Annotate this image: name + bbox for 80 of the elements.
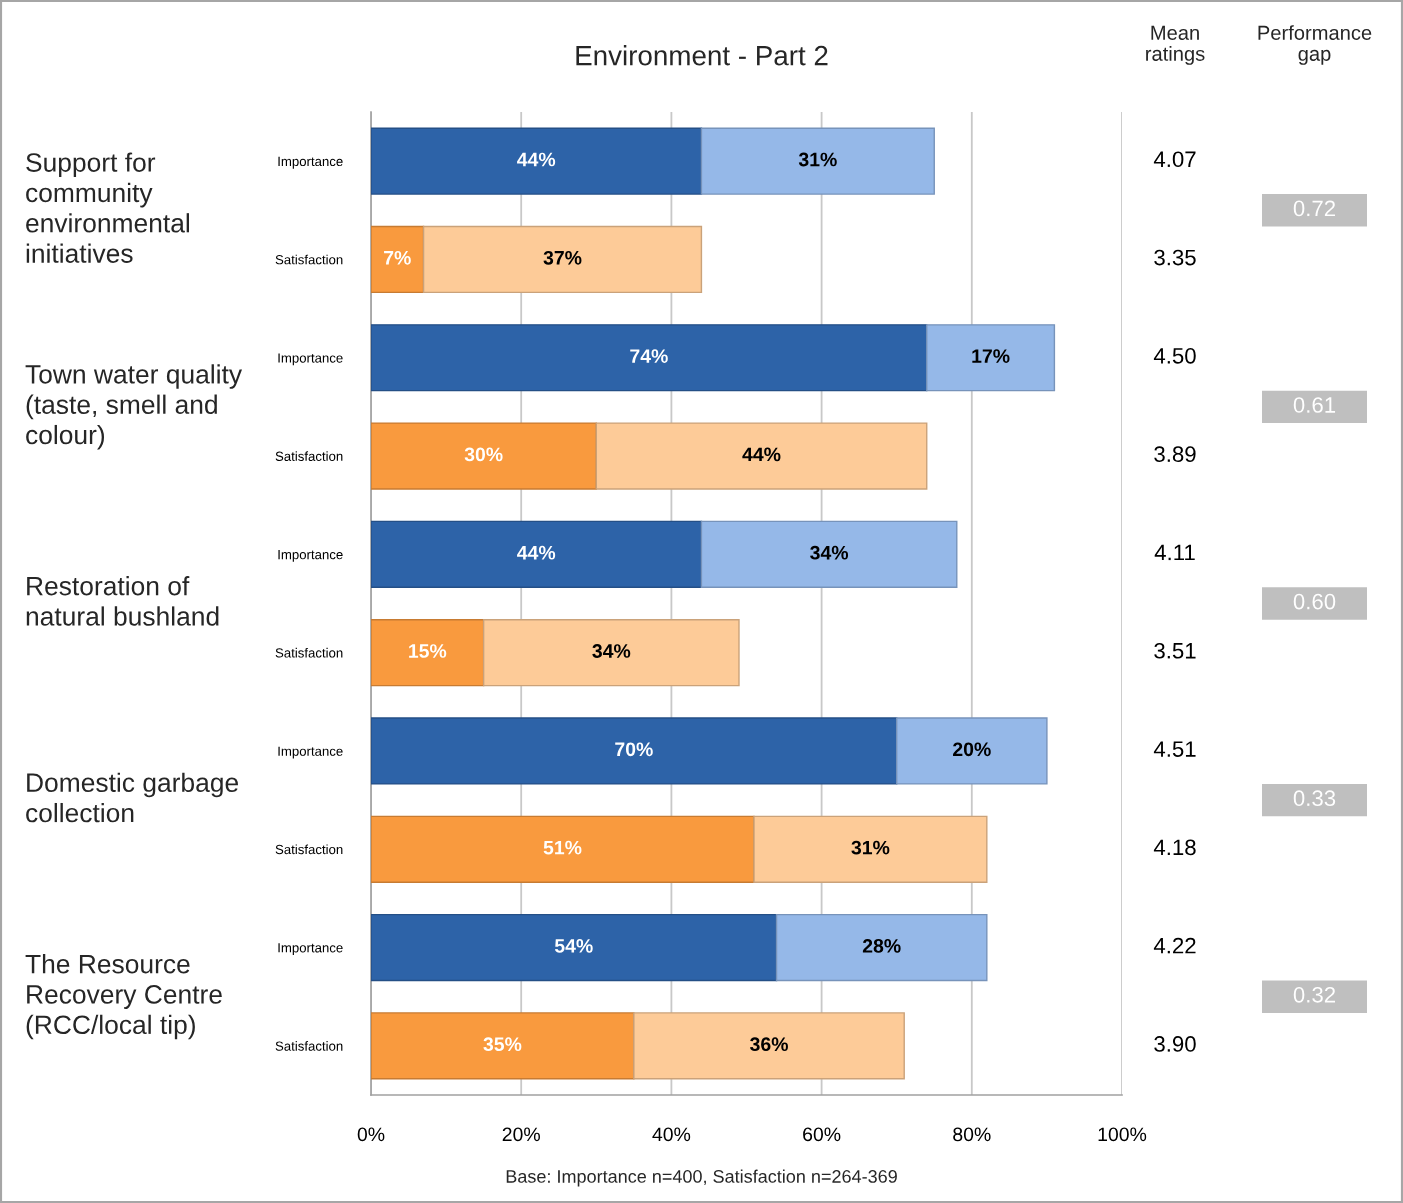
bar	[371, 422, 597, 490]
text: 3.35	[1154, 249, 1196, 266]
y-tick-label: Satisfaction	[275, 254, 343, 265]
y-tick-label: Importance	[278, 746, 343, 759]
data-label: 17%	[972, 349, 1010, 363]
text: 3.89	[1154, 446, 1196, 463]
x-tick-label: 80%	[953, 1127, 991, 1142]
bar	[371, 619, 485, 687]
text: 0.72	[1293, 200, 1336, 217]
bar	[700, 127, 935, 195]
x-tick-label: 40%	[652, 1127, 691, 1142]
bar	[371, 127, 703, 195]
data-label: 54%	[554, 939, 593, 953]
y-tick-label: Importance	[278, 550, 343, 562]
text: 0.60	[1293, 593, 1336, 610]
text: 0.32	[1293, 986, 1336, 1003]
text: 4.22	[1153, 937, 1196, 954]
bar	[700, 520, 958, 588]
text: The Resource Recovery Centre (RCC/local tip)	[25, 954, 222, 1040]
text: 4.51	[1153, 741, 1196, 757]
bar	[753, 815, 988, 883]
bar	[371, 324, 928, 392]
y-tick-label: Importance	[278, 156, 343, 169]
y-tick-label: Satisfaction	[275, 451, 343, 461]
y-tick-label: Satisfaction	[275, 647, 343, 658]
text: Restoration of natural bushland	[26, 576, 219, 626]
data-label: 7%	[384, 250, 411, 265]
bar	[371, 815, 755, 883]
data-label: 37%	[543, 250, 582, 265]
bar	[595, 422, 928, 490]
y-tick-label: Satisfaction	[275, 1041, 343, 1051]
data-label: 34%	[810, 545, 849, 560]
y-tick-label: Importance	[278, 353, 343, 366]
x-tick-label: 20%	[502, 1127, 540, 1142]
bar	[371, 520, 703, 588]
chart-title: Environment - Part 2	[576, 45, 828, 66]
bar	[926, 324, 1056, 392]
x-tick-label: 100%	[1098, 1127, 1147, 1142]
text: 0.33	[1293, 790, 1336, 807]
text: 4.11	[1154, 544, 1195, 561]
text: 3.51	[1154, 642, 1196, 659]
data-label: 35%	[483, 1037, 522, 1052]
data-label: 44%	[742, 447, 781, 462]
data-label: 30%	[464, 447, 503, 462]
text: Town water quality (taste, smell and colour)	[25, 364, 243, 450]
y-tick-label: Satisfaction	[275, 844, 343, 855]
data-label: 31%	[851, 840, 890, 855]
bar	[371, 913, 778, 982]
data-label: 51%	[543, 840, 582, 855]
data-label: 36%	[750, 1037, 788, 1052]
data-label: 44%	[517, 545, 556, 560]
text: Performance gap	[1258, 25, 1372, 65]
bar	[482, 619, 740, 687]
bar	[775, 913, 988, 982]
data-label: 44%	[517, 152, 556, 167]
y-tick-label: Importance	[278, 943, 343, 956]
bar	[371, 717, 898, 785]
bar	[371, 225, 425, 294]
data-label: 31%	[798, 152, 837, 167]
data-label: 34%	[592, 644, 631, 658]
text: 4.07	[1153, 151, 1196, 168]
text: Mean ratings	[1146, 25, 1205, 65]
data-label: 15%	[409, 644, 447, 658]
text: 4.18	[1153, 839, 1196, 856]
bar	[896, 717, 1048, 785]
bar	[633, 1012, 905, 1080]
text: Domestic garbage collection	[26, 772, 238, 823]
text: 3.90	[1154, 1036, 1196, 1052]
text: Support for community environmental initiatives	[26, 152, 189, 263]
text: 4.50	[1153, 347, 1196, 364]
data-label: 20%	[953, 742, 991, 757]
bar	[371, 1012, 635, 1080]
text: 0.61	[1293, 397, 1336, 413]
data-label: 74%	[630, 349, 668, 363]
data-label: 70%	[615, 742, 653, 757]
x-tick-label: 0%	[357, 1127, 385, 1142]
bar	[422, 225, 703, 294]
data-label: 28%	[862, 939, 901, 953]
x-tick-label: 60%	[803, 1127, 841, 1142]
text: Base: Importance n=400, Satisfaction n=264-369	[506, 1169, 897, 1187]
